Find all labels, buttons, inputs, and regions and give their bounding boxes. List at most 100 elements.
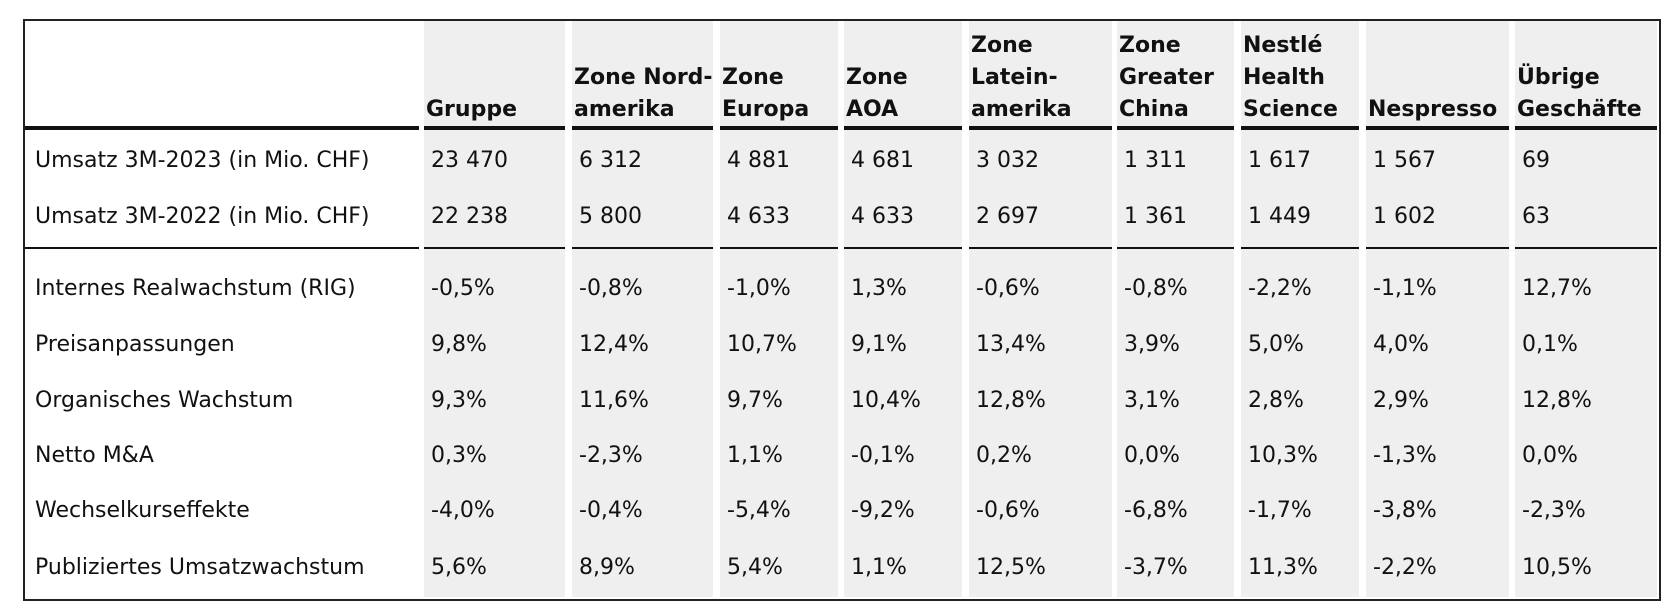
cell-value: 12,8% [1522, 388, 1592, 413]
section-rule [1241, 247, 1359, 249]
cell-value: 0,1% [1522, 332, 1578, 357]
section-rule [424, 247, 565, 249]
cell-value: 8,9% [579, 555, 635, 580]
cell-value: 23 470 [431, 148, 508, 173]
cell-value: -5,4% [727, 498, 791, 523]
cell-value: 22 238 [431, 204, 508, 229]
column-header: amerika [971, 97, 1072, 122]
section-rule [1366, 247, 1509, 249]
cell-value: -1,1% [1373, 276, 1437, 301]
cell-value: -1,3% [1373, 443, 1437, 468]
section-rule [720, 247, 838, 249]
cell-value: 12,5% [976, 555, 1046, 580]
cell-value: 4 633 [851, 204, 914, 229]
column-shade [969, 21, 1112, 597]
cell-value: 0,3% [431, 443, 487, 468]
cell-value: 12,4% [579, 332, 649, 357]
section-rule [1515, 247, 1657, 249]
column-header: Geschäfte [1517, 97, 1642, 122]
header-rule [720, 126, 838, 130]
cell-value: -2,3% [1522, 498, 1586, 523]
cell-value: 5 800 [579, 204, 642, 229]
column-header: Gruppe [426, 97, 517, 122]
column-header: Zone [846, 65, 908, 90]
cell-value: 5,6% [431, 555, 487, 580]
cell-value: -0,8% [1124, 276, 1188, 301]
cell-value: 1 361 [1124, 204, 1187, 229]
cell-value: 9,1% [851, 332, 907, 357]
cell-value: 5,0% [1248, 332, 1304, 357]
section-rule [1117, 247, 1234, 249]
column-header: Health [1243, 65, 1325, 90]
column-shade [424, 21, 565, 597]
cell-value: -0,6% [976, 276, 1040, 301]
section-rule [844, 247, 962, 249]
cell-value: -0,8% [579, 276, 643, 301]
column-header: Zone [722, 65, 784, 90]
cell-value: 3,1% [1124, 388, 1180, 413]
row-label: Publiziertes Umsatzwachstum [35, 555, 365, 580]
section-rule [572, 247, 713, 249]
cell-value: 0,0% [1522, 443, 1578, 468]
cell-value: 1 311 [1124, 148, 1187, 173]
cell-value: -1,0% [727, 276, 791, 301]
cell-value: 10,3% [1248, 443, 1318, 468]
column-shade [720, 21, 838, 597]
header-rule [844, 126, 962, 130]
row-label: Netto M&A [35, 443, 154, 468]
column-shade [1241, 21, 1359, 597]
cell-value: 3 032 [976, 148, 1039, 173]
column-header: Übrige [1517, 65, 1600, 90]
cell-value: 0,2% [976, 443, 1032, 468]
cell-value: 12,7% [1522, 276, 1592, 301]
column-header: Nespresso [1368, 97, 1498, 122]
cell-value: 1,1% [727, 443, 783, 468]
cell-value: 1,3% [851, 276, 907, 301]
column-header: Greater [1119, 65, 1214, 90]
column-header: Zone [1119, 33, 1181, 58]
cell-value: 4 881 [727, 148, 790, 173]
column-header: Europa [722, 97, 810, 122]
column-header: AOA [846, 97, 899, 122]
row-label: Internes Realwachstum (RIG) [35, 276, 356, 301]
column-header: Nestlé [1243, 33, 1323, 58]
cell-value: 6 312 [579, 148, 642, 173]
column-shade [844, 21, 962, 597]
cell-value: 63 [1522, 204, 1550, 229]
cell-value: -3,7% [1124, 555, 1188, 580]
column-header: Science [1243, 97, 1338, 122]
column-header: amerika [574, 97, 675, 122]
cell-value: 9,8% [431, 332, 487, 357]
cell-value: 1 602 [1373, 204, 1436, 229]
cell-value: -2,2% [1373, 555, 1437, 580]
column-shade [1366, 21, 1509, 597]
column-header: China [1119, 97, 1189, 122]
cell-value: -2,3% [579, 443, 643, 468]
cell-value: -0,1% [851, 443, 915, 468]
cell-value: 4 681 [851, 148, 914, 173]
column-header: Latein- [971, 65, 1058, 90]
column-shade [1515, 21, 1657, 597]
cell-value: 1 449 [1248, 204, 1311, 229]
column-header: Zone Nord- [574, 65, 713, 90]
cell-value: -0,6% [976, 498, 1040, 523]
column-shade [1117, 21, 1234, 597]
cell-value: 10,5% [1522, 555, 1592, 580]
cell-value: 11,3% [1248, 555, 1318, 580]
row-label: Umsatz 3M-2022 (in Mio. CHF) [35, 204, 370, 229]
section-rule [25, 247, 419, 249]
cell-value: 2,9% [1373, 388, 1429, 413]
cell-value: 2 697 [976, 204, 1039, 229]
header-rule [969, 126, 1112, 130]
cell-value: 3,9% [1124, 332, 1180, 357]
cell-value: 13,4% [976, 332, 1046, 357]
header-rule [1515, 126, 1657, 130]
header-rule [424, 126, 565, 130]
cell-value: -3,8% [1373, 498, 1437, 523]
cell-value: -0,4% [579, 498, 643, 523]
cell-value: 1 567 [1373, 148, 1436, 173]
cell-value: 1 617 [1248, 148, 1311, 173]
header-rule [1366, 126, 1509, 130]
column-shade [572, 21, 713, 597]
